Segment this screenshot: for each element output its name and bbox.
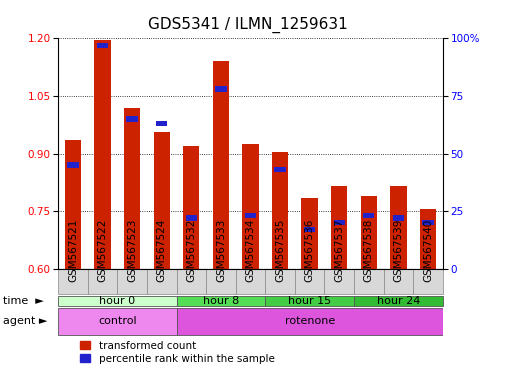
FancyBboxPatch shape: [146, 269, 176, 294]
Text: hour 24: hour 24: [376, 296, 419, 306]
Text: GSM567523: GSM567523: [127, 218, 137, 281]
FancyBboxPatch shape: [176, 296, 265, 306]
Bar: [65, 140, 81, 269]
Text: GSM567536: GSM567536: [304, 218, 314, 281]
FancyBboxPatch shape: [354, 296, 442, 306]
Bar: [183, 146, 199, 269]
Bar: [156, 121, 167, 126]
Text: GSM567522: GSM567522: [97, 218, 108, 281]
Bar: [360, 196, 376, 269]
Text: hour 8: hour 8: [203, 296, 238, 306]
Bar: [304, 227, 315, 232]
FancyBboxPatch shape: [354, 269, 383, 294]
Text: GSM567535: GSM567535: [275, 218, 284, 281]
Bar: [389, 186, 406, 269]
Bar: [274, 167, 285, 172]
Legend: transformed count, percentile rank within the sample: transformed count, percentile rank withi…: [79, 340, 275, 364]
Bar: [94, 40, 111, 269]
Bar: [215, 86, 226, 92]
Bar: [271, 152, 288, 269]
Bar: [185, 215, 196, 221]
Bar: [96, 43, 108, 48]
Text: GSM567538: GSM567538: [363, 218, 373, 281]
Text: hour 0: hour 0: [99, 296, 135, 306]
Bar: [333, 220, 344, 225]
Text: control: control: [98, 316, 136, 326]
FancyBboxPatch shape: [206, 269, 235, 294]
Bar: [124, 108, 140, 269]
Bar: [363, 213, 374, 218]
Text: time  ►: time ►: [3, 296, 43, 306]
FancyBboxPatch shape: [324, 269, 353, 294]
FancyBboxPatch shape: [265, 269, 294, 294]
FancyBboxPatch shape: [58, 308, 176, 335]
Text: GSM567521: GSM567521: [68, 218, 78, 281]
Bar: [154, 132, 170, 269]
FancyBboxPatch shape: [58, 269, 87, 294]
FancyBboxPatch shape: [383, 269, 413, 294]
Text: hour 15: hour 15: [287, 296, 331, 306]
FancyBboxPatch shape: [294, 269, 324, 294]
Bar: [301, 198, 317, 269]
FancyBboxPatch shape: [265, 296, 354, 306]
FancyBboxPatch shape: [413, 269, 442, 294]
Bar: [212, 61, 229, 269]
Bar: [126, 116, 137, 122]
Bar: [422, 220, 433, 225]
FancyBboxPatch shape: [117, 269, 146, 294]
Text: GSM567539: GSM567539: [392, 218, 402, 281]
Text: GSM567532: GSM567532: [186, 218, 196, 281]
Text: agent ►: agent ►: [3, 316, 47, 326]
Text: GDS5341 / ILMN_1259631: GDS5341 / ILMN_1259631: [148, 17, 347, 33]
FancyBboxPatch shape: [176, 269, 206, 294]
FancyBboxPatch shape: [87, 269, 117, 294]
FancyBboxPatch shape: [176, 308, 442, 335]
Text: GSM567533: GSM567533: [216, 218, 225, 281]
FancyBboxPatch shape: [58, 296, 176, 306]
Text: rotenone: rotenone: [284, 316, 334, 326]
Text: GSM567524: GSM567524: [157, 218, 166, 281]
Bar: [392, 215, 403, 221]
Bar: [330, 186, 346, 269]
Bar: [242, 144, 258, 269]
Text: GSM567537: GSM567537: [334, 218, 343, 281]
Bar: [67, 162, 78, 168]
FancyBboxPatch shape: [235, 269, 265, 294]
Bar: [419, 209, 435, 269]
Text: GSM567540: GSM567540: [422, 218, 432, 281]
Bar: [244, 213, 256, 218]
Text: GSM567534: GSM567534: [245, 218, 255, 281]
